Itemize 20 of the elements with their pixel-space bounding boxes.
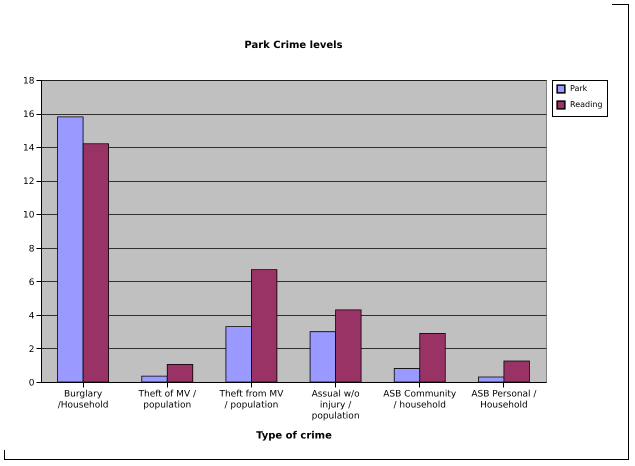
y-tick-label: 14 (23, 144, 35, 154)
x-tick-label: Burglary /Household (58, 390, 108, 410)
legend-label: Park (570, 84, 588, 93)
y-tick-label: 12 (23, 177, 34, 188)
legend-label: Reading (570, 100, 602, 109)
y-tick-label: 8 (28, 244, 35, 254)
x-axis-title: Type of crime (256, 430, 332, 442)
y-tick-label: 16 (23, 110, 35, 120)
x-tick-label: Theft of MV / population (138, 390, 197, 410)
chart-title: Park Crime levels (244, 40, 343, 51)
x-tick-label: ASB Community / household (383, 390, 457, 410)
x-tick-label: Assual w/o injury / population (312, 390, 360, 422)
y-tick-label: 6 (28, 278, 35, 288)
y-tick-label: 10 (23, 210, 35, 221)
y-tick-label: 2 (28, 344, 34, 355)
y-tick-label: 4 (28, 311, 35, 322)
y-tick-label: 18 (23, 76, 35, 86)
y-tick-label: 0 (28, 378, 35, 388)
x-tick-label: ASB Personal / Household (471, 390, 538, 410)
x-tick-label: Theft from MV / population (218, 390, 284, 410)
